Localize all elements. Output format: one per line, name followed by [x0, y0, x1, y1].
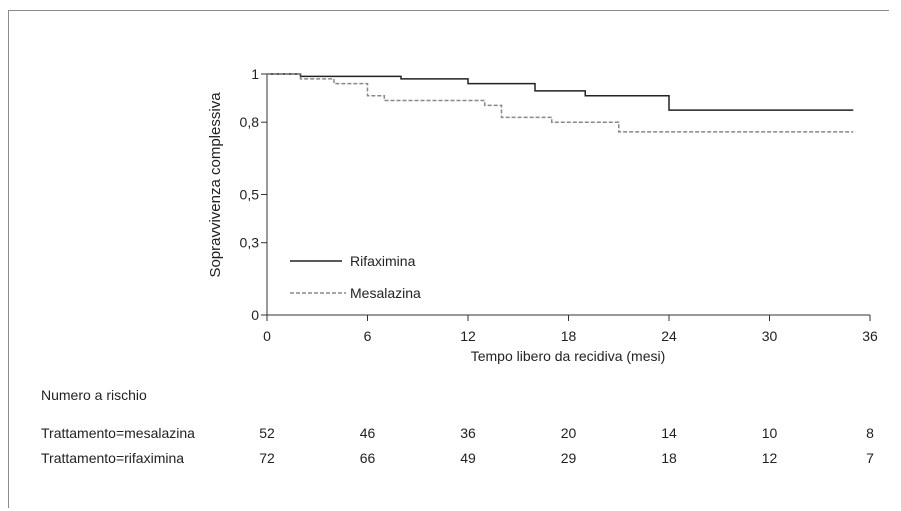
risk-value: 7	[866, 450, 874, 466]
risk-row-label-rifaximina: Trattamento=rifaximina	[41, 450, 184, 466]
risk-value: 20	[561, 425, 577, 441]
risk-value: 46	[360, 425, 376, 441]
x-tick-label: 0	[263, 328, 271, 344]
survival-curves	[267, 73, 854, 133]
risk-row-label-mesalazina: Trattamento=mesalazina	[41, 425, 195, 441]
y-ticks: 0 0,3 0,5 0,8 1	[240, 66, 267, 323]
x-tick-label: 6	[364, 328, 372, 344]
x-tick-label: 30	[762, 328, 778, 344]
y-tick-label: 0,3	[240, 235, 260, 251]
figure-frame	[8, 10, 889, 508]
legend-label-rifaximina: Rifaximina	[350, 253, 416, 269]
y-tick-label: 0	[251, 307, 259, 323]
x-tick-label: 18	[561, 328, 577, 344]
risk-value: 52	[259, 425, 275, 441]
x-tick-label: 36	[862, 328, 878, 344]
y-axis-label: Sopravvivenza complessiva	[207, 92, 224, 278]
series-line-mesalazina	[267, 73, 854, 133]
x-tick-label: 24	[661, 328, 677, 344]
x-ticks: 0 6 12 18 24 30 36	[263, 315, 878, 344]
risk-table: Numero a rischio Trattamento=mesalazina …	[41, 387, 874, 466]
legend-label-mesalazina: Mesalazina	[350, 285, 421, 301]
risk-value: 14	[661, 425, 677, 441]
x-tick-label: 12	[460, 328, 476, 344]
risk-value: 72	[259, 450, 275, 466]
risk-value: 18	[661, 450, 677, 466]
risk-value: 12	[762, 450, 778, 466]
y-tick-label: 0,5	[240, 187, 260, 203]
risk-value: 8	[866, 425, 874, 441]
risk-table-title: Numero a rischio	[41, 387, 147, 403]
risk-value: 29	[561, 450, 577, 466]
series-line-rifaximina	[267, 73, 854, 111]
risk-value: 49	[460, 450, 476, 466]
risk-value: 10	[762, 425, 778, 441]
y-tick-label: 0,8	[240, 114, 260, 130]
risk-value: 36	[460, 425, 476, 441]
y-tick-label: 1	[251, 66, 259, 82]
risk-values: 52 46 36 20 14 10 8 72 66 49 29 18 12 7	[259, 425, 874, 466]
x-axis-label: Tempo libero da recidiva (mesi)	[471, 348, 666, 364]
legend: Rifaximina Mesalazina	[290, 253, 421, 301]
risk-value: 66	[360, 450, 376, 466]
